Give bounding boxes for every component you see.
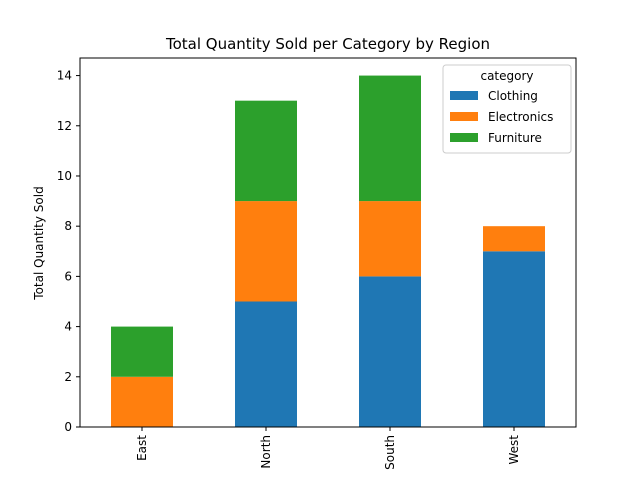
- legend-label-clothing: Clothing: [488, 89, 538, 103]
- bar-north-clothing: [235, 301, 297, 427]
- y-tick-label: 4: [64, 320, 72, 334]
- bar-south-clothing: [359, 276, 421, 427]
- bar-north-furniture: [235, 100, 297, 202]
- legend-title: category: [480, 69, 533, 83]
- y-tick-label: 10: [57, 169, 72, 183]
- y-tick-label: 0: [64, 420, 72, 434]
- bar-west-electronics: [483, 226, 545, 252]
- legend-swatch-clothing: [450, 91, 478, 100]
- y-tick-label: 2: [64, 370, 72, 384]
- y-tick-label: 6: [64, 269, 72, 283]
- bar-east-electronics: [111, 376, 173, 427]
- bar-south-electronics: [359, 201, 421, 277]
- legend-label-electronics: Electronics: [488, 110, 553, 124]
- bar-west-clothing: [483, 251, 545, 427]
- y-tick-label: 14: [57, 69, 72, 83]
- bar-east-furniture: [111, 326, 173, 377]
- chart-title: Total Quantity Sold per Category by Regi…: [165, 35, 490, 53]
- bar-south-furniture: [359, 75, 421, 202]
- bar-north-electronics: [235, 201, 297, 302]
- x-tick-label-east: East: [135, 435, 149, 461]
- y-tick-label: 8: [64, 219, 72, 233]
- legend-swatch-electronics: [450, 112, 478, 121]
- legend-swatch-furniture: [450, 133, 478, 142]
- y-axis-label: Total Quantity Sold: [32, 186, 46, 300]
- plot-frame: [79, 57, 577, 428]
- y-tick-label: 12: [57, 119, 72, 133]
- x-tick-label-west: West: [507, 435, 521, 465]
- plot-area: [79, 57, 577, 428]
- legend: category Clothing Electronics Furniture: [442, 64, 572, 154]
- legend-box: [442, 64, 572, 154]
- x-tick-label-south: South: [383, 435, 397, 470]
- y-axis: 0 2 4 6 8 10 12 14: [57, 69, 80, 434]
- x-tick-label-north: North: [259, 435, 273, 469]
- x-axis: East North South West: [135, 427, 521, 470]
- legend-label-furniture: Furniture: [488, 131, 542, 145]
